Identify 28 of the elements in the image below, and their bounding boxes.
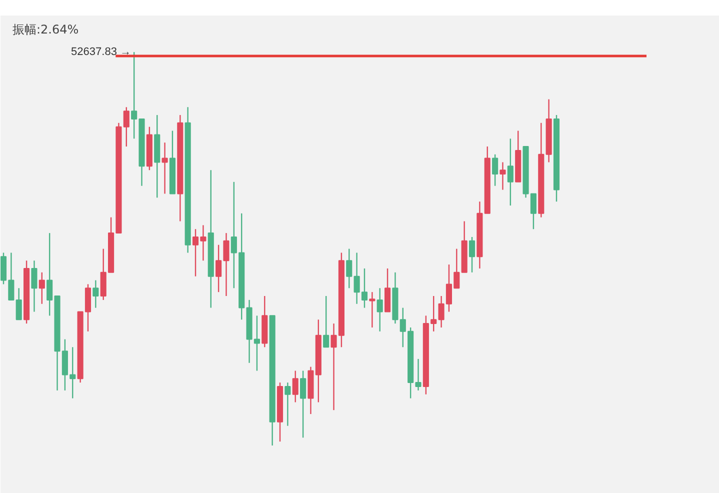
candlestick bbox=[300, 370, 306, 438]
candlestick bbox=[123, 106, 130, 148]
candlestick bbox=[354, 252, 360, 304]
candlestick bbox=[346, 248, 352, 289]
candlestick bbox=[500, 162, 506, 190]
candlestick bbox=[292, 370, 298, 403]
candlestick bbox=[492, 154, 498, 186]
candlestick bbox=[323, 295, 330, 348]
candlestick bbox=[216, 244, 222, 293]
annotation: 52637.83 → bbox=[71, 46, 131, 58]
candlestick bbox=[507, 138, 514, 206]
candlestick bbox=[223, 232, 230, 297]
candlestick bbox=[100, 248, 106, 301]
candlestick bbox=[16, 288, 22, 320]
candlestick bbox=[430, 295, 437, 332]
candlestick bbox=[284, 382, 291, 426]
candlestick bbox=[361, 268, 368, 308]
candlestick bbox=[162, 142, 168, 194]
candlestick bbox=[376, 288, 383, 332]
candlestick bbox=[38, 272, 45, 304]
candlestick bbox=[369, 291, 376, 328]
text: 振幅:2.64% bbox=[12, 22, 79, 36]
candlestick bbox=[438, 295, 444, 328]
candlestick bbox=[468, 236, 476, 273]
candlestick bbox=[92, 280, 99, 308]
candlestick bbox=[31, 260, 38, 312]
candlestick bbox=[330, 322, 337, 411]
candlestick bbox=[384, 268, 391, 312]
